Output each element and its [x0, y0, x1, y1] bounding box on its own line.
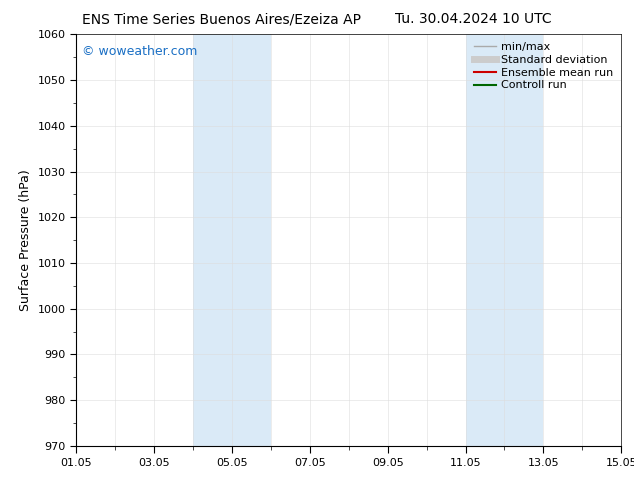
- Bar: [232, 34, 271, 446]
- Text: ENS Time Series Buenos Aires/Ezeiza AP: ENS Time Series Buenos Aires/Ezeiza AP: [82, 12, 361, 26]
- Bar: [193, 34, 232, 446]
- Y-axis label: Surface Pressure (hPa): Surface Pressure (hPa): [19, 169, 32, 311]
- Text: Tu. 30.04.2024 10 UTC: Tu. 30.04.2024 10 UTC: [395, 12, 552, 26]
- Bar: [465, 34, 505, 446]
- Legend: min/max, Standard deviation, Ensemble mean run, Controll run: min/max, Standard deviation, Ensemble me…: [471, 40, 616, 93]
- Bar: [505, 34, 543, 446]
- Text: © woweather.com: © woweather.com: [82, 45, 197, 58]
